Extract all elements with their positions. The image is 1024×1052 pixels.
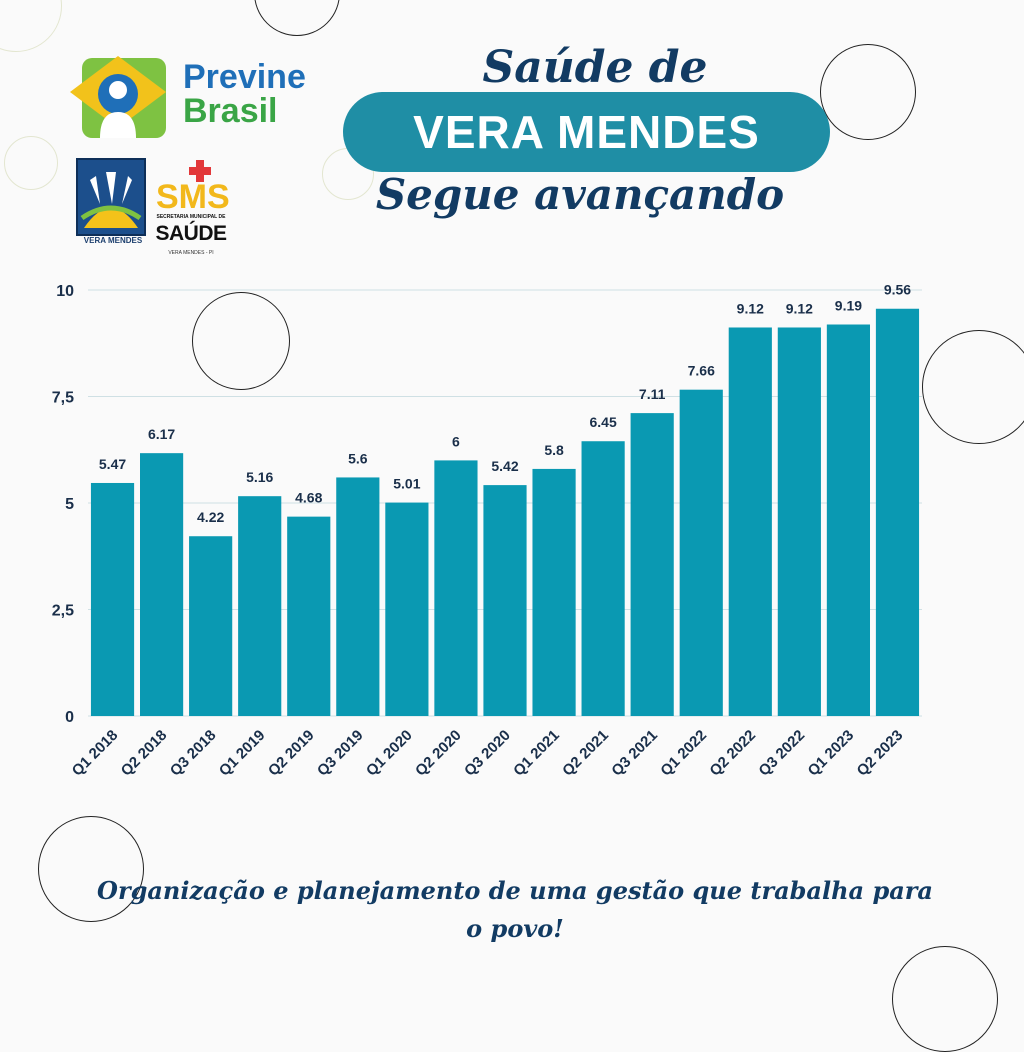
bars (90, 308, 920, 716)
bar-chart: 02,557,510 5.476.174.225.164.685.65.0165… (52, 282, 922, 780)
decorative-circle (922, 330, 1024, 444)
bar (630, 413, 674, 716)
value-label: 5.47 (99, 456, 126, 472)
value-label: 9.56 (884, 282, 911, 298)
y-axis-ticks: 0 2,5 5 7,5 10 (52, 283, 74, 726)
value-label: 4.68 (295, 490, 322, 506)
bar (777, 327, 821, 716)
value-label: 4.22 (197, 509, 224, 525)
y-tick-label: 5 (65, 496, 74, 513)
footer-line-1: Organização e planejamento de uma gestão… (97, 876, 933, 905)
decorative-circle (38, 816, 144, 922)
value-label: 5.16 (246, 469, 273, 485)
sms-logo-icon: SMS (156, 160, 230, 216)
x-tick-label: Q3 2020 (461, 727, 514, 780)
decorative-ring (0, 0, 62, 52)
value-label: 5.6 (348, 450, 368, 466)
value-label: 6.17 (148, 426, 175, 442)
x-tick-label: Q1 2020 (363, 727, 416, 780)
value-label: 7.11 (639, 386, 666, 402)
bar (679, 389, 723, 716)
x-tick-label: Q2 2019 (265, 727, 318, 780)
x-tick-label: Q3 2021 (608, 727, 661, 780)
decorative-circle (192, 292, 290, 390)
bar (826, 324, 870, 716)
prefeitura-logo-icon (76, 158, 146, 236)
previne-brasil-wordmark: Previne Brasil (183, 60, 306, 128)
x-tick-label: Q3 2018 (167, 727, 220, 780)
sms-mark: SMS (156, 178, 230, 216)
bar (140, 453, 184, 716)
x-tick-label: Q1 2022 (657, 727, 710, 780)
value-label: 7.66 (688, 363, 715, 379)
sms-city-text: VERA MENDES - PI (168, 250, 214, 256)
value-label: 9.12 (786, 300, 813, 316)
title-bottom: Segue avançando (375, 170, 785, 219)
sms-secretaria-text: SECRETARIA MUNICIPAL DE (156, 214, 226, 220)
bar (483, 485, 527, 716)
value-labels: 5.47 6.17 4.22 5.16 4.68 5.6 5.01 6 5.42 5.8 6.45 7… (99, 282, 911, 525)
footer-line-2: o povo! (466, 914, 564, 943)
value-label: 6.45 (589, 414, 616, 430)
bar (581, 441, 625, 716)
brasil-text: Brasil (183, 92, 278, 130)
y-tick-label: 10 (56, 283, 74, 300)
bar (90, 482, 135, 716)
bar (385, 502, 429, 716)
value-label: 9.19 (835, 298, 862, 314)
value-label: 6 (452, 433, 460, 449)
value-label: 9.12 (737, 300, 764, 316)
decorative-circle (892, 946, 998, 1052)
decorative-circle (820, 44, 916, 140)
value-label: 5.8 (544, 442, 564, 458)
prefeitura-caption: VERA MENDES (83, 236, 143, 245)
bar (875, 308, 920, 716)
x-tick-label: Q2 2023 (854, 727, 907, 780)
y-tick-label: 2,5 (52, 603, 74, 620)
bar (434, 460, 478, 716)
decorative-circle (254, 0, 340, 36)
y-tick-label: 0 (65, 709, 74, 726)
x-tick-label: Q3 2019 (314, 727, 367, 780)
x-tick-label: Q2 2022 (706, 727, 759, 780)
x-tick-label: Q1 2021 (510, 727, 563, 780)
bar (728, 327, 772, 716)
title-top: Saúde de (482, 42, 708, 93)
x-tick-label: Q3 2022 (755, 727, 808, 780)
x-tick-label: Q1 2018 (69, 727, 122, 780)
previne-brasil-logo-icon (70, 56, 166, 138)
x-tick-label: Q2 2020 (412, 727, 465, 780)
value-label: 5.01 (393, 476, 420, 492)
x-tick-label: Q1 2019 (216, 727, 269, 780)
footer-slogan: Organização e planejamento de uma gestão… (40, 872, 990, 948)
previne-text: Previne (183, 58, 306, 96)
x-tick-label: Q2 2021 (559, 727, 612, 780)
bar (336, 477, 380, 716)
value-label: 5.42 (491, 458, 518, 474)
bar (238, 496, 282, 716)
sms-saude-text: SAÚDE (155, 222, 227, 245)
bar (189, 536, 233, 716)
x-tick-label: Q1 2023 (805, 727, 858, 780)
decorative-ring (4, 136, 58, 190)
title-pill: VERA MENDES (343, 92, 830, 172)
bar (532, 468, 576, 716)
y-tick-label: 7,5 (52, 390, 74, 407)
bar (287, 516, 331, 716)
x-tick-label: Q2 2018 (118, 727, 171, 780)
